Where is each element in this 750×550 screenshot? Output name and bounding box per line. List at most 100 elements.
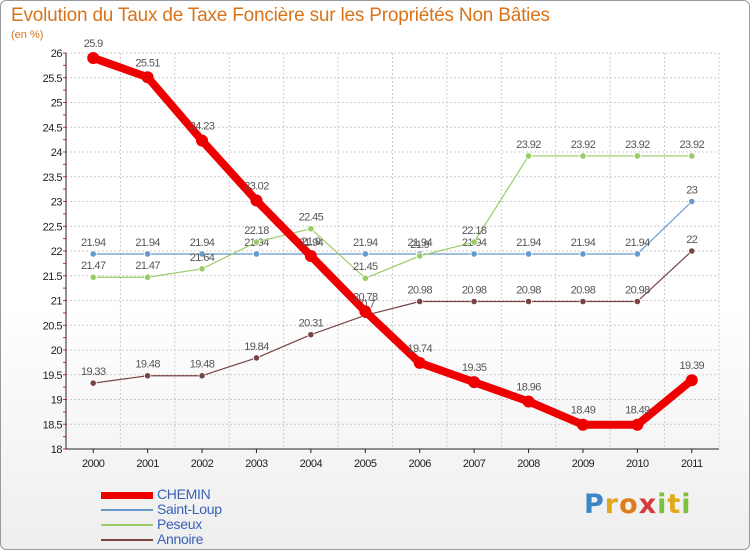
data-point-chemin: [141, 71, 154, 84]
data-label-annoire: 19.48: [135, 359, 160, 371]
legend-item-annoire: Annoire: [101, 531, 301, 547]
data-label-saint-loup: 21.94: [516, 237, 541, 249]
data-point-annoire: [416, 297, 424, 306]
y-tick-label: 19: [51, 395, 63, 407]
data-point-saint-loup: [688, 197, 696, 206]
data-point-peseux: [688, 152, 696, 160]
data-label-annoire: 19.48: [190, 359, 215, 371]
y-tick-label: 22.5: [43, 221, 63, 233]
data-label-peseux: 22.18: [462, 225, 487, 237]
data-point-peseux: [470, 238, 478, 246]
data-label-peseux: 23.92: [516, 139, 541, 151]
data-label-annoire: 22: [686, 234, 698, 246]
data-label-chemin: 19.74: [407, 343, 432, 355]
data-point-saint-loup: [633, 250, 641, 258]
legend-label-annoire: Annoire: [157, 531, 204, 547]
data-point-peseux: [198, 265, 206, 273]
data-label-annoire: 19.84: [244, 341, 269, 353]
data-label-peseux: 23.92: [571, 139, 596, 151]
data-point-annoire: [307, 331, 315, 339]
series-line-chemin: [89, 53, 696, 429]
x-tick-label: 2009: [572, 458, 595, 470]
data-point-peseux: [524, 152, 533, 160]
data-label-peseux: 21.9: [410, 239, 429, 251]
legend-swatch-saint-loup: [101, 509, 153, 511]
data-label-chemin: 19.39: [680, 360, 705, 372]
data-point-saint-loup: [470, 250, 478, 258]
y-tick-label: 18: [51, 444, 63, 456]
data-point-chemin: [413, 356, 426, 369]
chart-unit-label: (en %): [11, 29, 44, 41]
y-tick-label: 20: [51, 345, 63, 357]
data-point-peseux: [307, 225, 315, 233]
legend-label-peseux: Peseux: [157, 516, 202, 532]
data-point-chemin: [522, 395, 535, 408]
data-label-saint-loup: 21.94: [190, 237, 215, 249]
data-point-annoire: [633, 297, 641, 306]
data-label-chemin: 24.23: [190, 121, 215, 133]
data-label-peseux: 21.64: [190, 252, 215, 264]
data-point-annoire: [470, 297, 478, 306]
data-label-annoire: 20.31: [299, 318, 324, 330]
data-point-saint-loup: [524, 250, 533, 258]
data-label-peseux: 22.18: [244, 225, 269, 237]
y-tick-label: 21.5: [43, 271, 63, 283]
data-point-saint-loup: [198, 250, 206, 258]
data-label-chemin: 23.02: [244, 181, 269, 193]
data-label-annoire: 20.98: [516, 284, 541, 296]
y-tick-label: 20.5: [43, 320, 63, 332]
x-tick-label: 2008: [517, 458, 540, 470]
series-line-saint-loup: [92, 200, 693, 255]
legend-swatch-annoire: [101, 539, 153, 541]
y-tick-label: 23.5: [43, 172, 63, 184]
data-label-annoire: 20.98: [571, 284, 596, 296]
y-tick-label: 24: [51, 147, 63, 159]
legend-label-saint-loup: Saint-Loup: [157, 501, 222, 517]
data-point-chemin: [468, 376, 481, 389]
x-tick-label: 2000: [82, 458, 105, 470]
data-label-saint-loup: 23: [686, 185, 698, 197]
series-line-annoire: [92, 250, 693, 384]
x-tick-label: 2010: [626, 458, 649, 470]
data-label-chemin: 18.49: [571, 405, 596, 417]
data-point-annoire: [579, 297, 587, 306]
data-point-chemin: [304, 249, 317, 262]
data-point-chemin: [631, 418, 644, 431]
data-label-annoire: 20.98: [407, 284, 432, 296]
legend-item-peseux: Peseux: [101, 516, 301, 532]
x-tick-label: 2007: [463, 458, 486, 470]
data-label-annoire: 20.98: [625, 284, 650, 296]
data-label-chemin: 18.96: [516, 381, 541, 393]
data-label-saint-loup: 21.94: [571, 237, 596, 249]
x-tick-label: 2011: [681, 458, 703, 470]
x-tick-label: 2001: [136, 458, 159, 470]
data-point-peseux: [633, 152, 641, 160]
chart-title: Evolution du Taux de Taxe Foncière sur l…: [11, 5, 550, 26]
y-tick-label: 25: [51, 98, 63, 110]
data-point-peseux: [89, 273, 97, 281]
data-label-saint-loup: 21.94: [353, 237, 378, 249]
data-label-peseux: 23.92: [625, 139, 650, 151]
data-point-chemin: [87, 51, 100, 64]
data-label-saint-loup: 21.94: [407, 237, 432, 249]
data-point-chemin: [576, 418, 589, 431]
data-label-saint-loup: 21.94: [81, 237, 106, 249]
data-point-annoire: [198, 372, 206, 380]
data-point-annoire: [524, 297, 533, 306]
data-label-peseux: 23.92: [680, 139, 705, 151]
data-point-saint-loup: [361, 250, 369, 258]
legend-item-saint-loup: Saint-Loup: [101, 501, 301, 517]
data-point-chemin: [359, 305, 372, 318]
series-line-peseux: [92, 155, 693, 279]
data-point-saint-loup: [144, 250, 152, 258]
data-label-annoire: 19.33: [81, 366, 106, 378]
legend-label-chemin: CHEMIN: [157, 486, 211, 502]
data-label-chemin: 18.49: [625, 405, 650, 417]
data-label-peseux: 21.47: [135, 260, 160, 272]
data-point-peseux: [252, 238, 261, 246]
data-label-peseux: 21.45: [353, 261, 378, 273]
data-point-saint-loup: [252, 250, 261, 258]
y-tick-label: 25.5: [43, 73, 63, 85]
data-label-chemin: 25.9: [84, 38, 103, 50]
